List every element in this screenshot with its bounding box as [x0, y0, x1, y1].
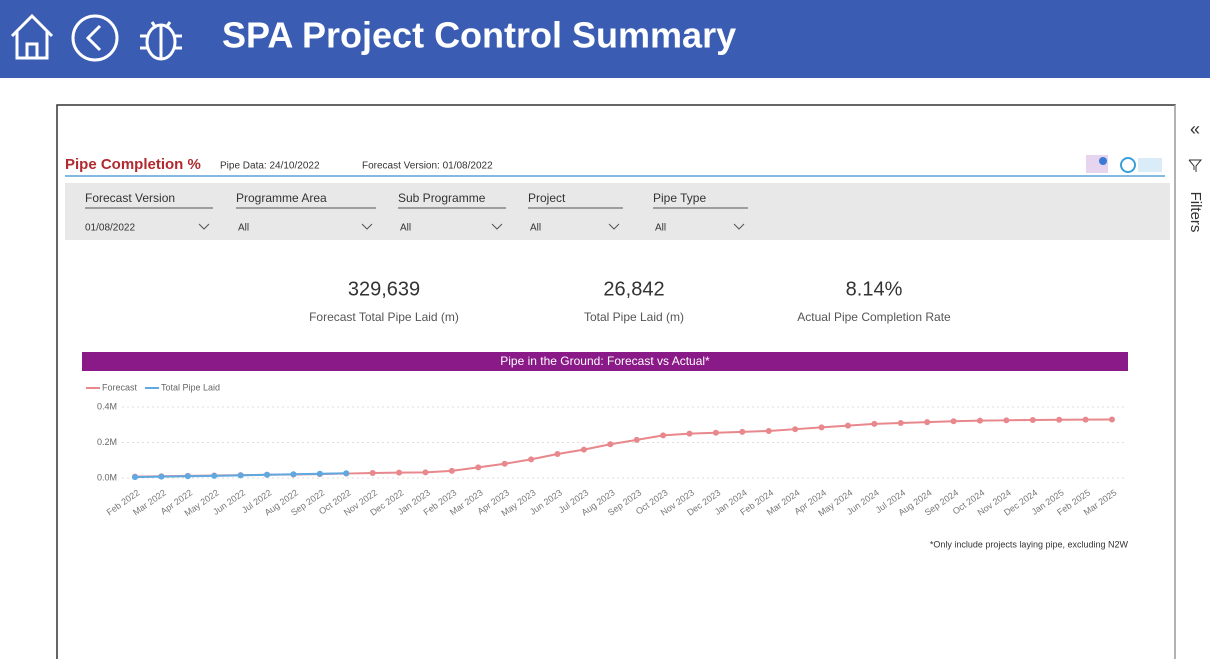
- slicer-chevron[interactable]: [491, 223, 503, 230]
- data-point[interactable]: [607, 441, 614, 448]
- back-icon[interactable]: [71, 14, 119, 62]
- data-point[interactable]: [1082, 416, 1089, 423]
- data-point[interactable]: [844, 422, 851, 429]
- data-point[interactable]: [897, 419, 904, 426]
- data-point[interactable]: [1056, 416, 1063, 423]
- legend-label: Total Pipe Laid: [161, 382, 220, 392]
- y-tick-label: 0.0M: [97, 472, 117, 482]
- data-point[interactable]: [396, 469, 403, 476]
- data-point[interactable]: [712, 429, 719, 436]
- slicer-value[interactable]: All: [530, 223, 541, 234]
- data-point[interactable]: [184, 473, 191, 480]
- logos: [1086, 155, 1162, 173]
- data-point[interactable]: [924, 419, 931, 426]
- data-point[interactable]: [528, 456, 535, 463]
- data-point[interactable]: [132, 474, 138, 481]
- kpi-value: 329,639: [348, 278, 420, 300]
- slicer-band: [65, 183, 1170, 240]
- data-point[interactable]: [660, 432, 667, 439]
- data-point[interactable]: [818, 424, 825, 431]
- y-tick-label: 0.2M: [97, 437, 117, 447]
- slicer-label: Forecast Version: [85, 191, 175, 205]
- chart-title-bar: [82, 352, 1128, 371]
- data-point[interactable]: [871, 420, 878, 427]
- kpi-label: Total Pipe Laid (m): [584, 310, 684, 324]
- kpi-label: Actual Pipe Completion Rate: [797, 310, 951, 324]
- chart-title: Pipe in the Ground: Forecast vs Actual*: [500, 354, 710, 368]
- data-point[interactable]: [290, 471, 297, 478]
- data-point[interactable]: [633, 436, 640, 443]
- data-point[interactable]: [976, 417, 983, 424]
- slicer-label: Pipe Type: [653, 191, 706, 205]
- legend-label: Forecast: [102, 382, 138, 392]
- slicer-value[interactable]: All: [238, 223, 249, 234]
- kpi-label: Forecast Total Pipe Laid (m): [309, 310, 459, 324]
- data-point[interactable]: [237, 472, 244, 479]
- data-point[interactable]: [792, 426, 799, 433]
- data-point[interactable]: [158, 473, 165, 480]
- slicer-label: Programme Area: [236, 191, 327, 205]
- data-point[interactable]: [1003, 417, 1010, 424]
- chart-note: *Only include projects laying pipe, excl…: [930, 539, 1129, 549]
- data-point[interactable]: [343, 470, 350, 477]
- slicer-value[interactable]: All: [655, 223, 666, 234]
- data-point[interactable]: [211, 472, 218, 479]
- y-tick-label: 0.4M: [97, 401, 117, 411]
- filter-icon[interactable]: [1188, 159, 1203, 172]
- slicer-label: Project: [528, 191, 566, 205]
- data-point[interactable]: [765, 427, 772, 434]
- slicer-label: Sub Programme: [398, 191, 486, 205]
- data-point[interactable]: [580, 446, 587, 453]
- slicer-chevron[interactable]: [198, 223, 210, 230]
- data-point[interactable]: [950, 418, 957, 425]
- data-point[interactable]: [448, 467, 455, 474]
- forecast-version-label: Forecast Version: 01/08/2022: [362, 161, 493, 172]
- data-point[interactable]: [1109, 416, 1115, 423]
- header-bar: [0, 0, 1210, 78]
- header-title: SPA Project Control Summary: [222, 15, 736, 56]
- data-point[interactable]: [422, 469, 429, 476]
- pipe-data-date: Pipe Data: 24/10/2022: [220, 161, 320, 172]
- data-point[interactable]: [554, 451, 561, 458]
- bug-icon[interactable]: [140, 21, 182, 61]
- kpi-value: 8.14%: [846, 278, 903, 300]
- slicer-chevron[interactable]: [608, 223, 620, 230]
- data-point[interactable]: [739, 428, 746, 435]
- report-title: Pipe Completion %: [65, 156, 201, 173]
- kpi-value: 26,842: [603, 278, 664, 300]
- filters-pane-title[interactable]: Filters: [1187, 192, 1204, 233]
- home-icon[interactable]: [10, 13, 54, 60]
- collapse-icon[interactable]: «: [1190, 119, 1200, 139]
- data-point[interactable]: [316, 470, 323, 477]
- slicer-chevron[interactable]: [733, 223, 745, 230]
- data-point[interactable]: [1029, 416, 1036, 423]
- slicer-chevron[interactable]: [361, 223, 373, 230]
- slicer-value[interactable]: All: [400, 223, 411, 234]
- data-point[interactable]: [369, 470, 376, 477]
- slicer-value[interactable]: 01/08/2022: [85, 223, 135, 234]
- data-point[interactable]: [501, 460, 508, 467]
- data-point[interactable]: [264, 471, 271, 478]
- data-point[interactable]: [475, 464, 482, 471]
- data-point[interactable]: [686, 430, 693, 437]
